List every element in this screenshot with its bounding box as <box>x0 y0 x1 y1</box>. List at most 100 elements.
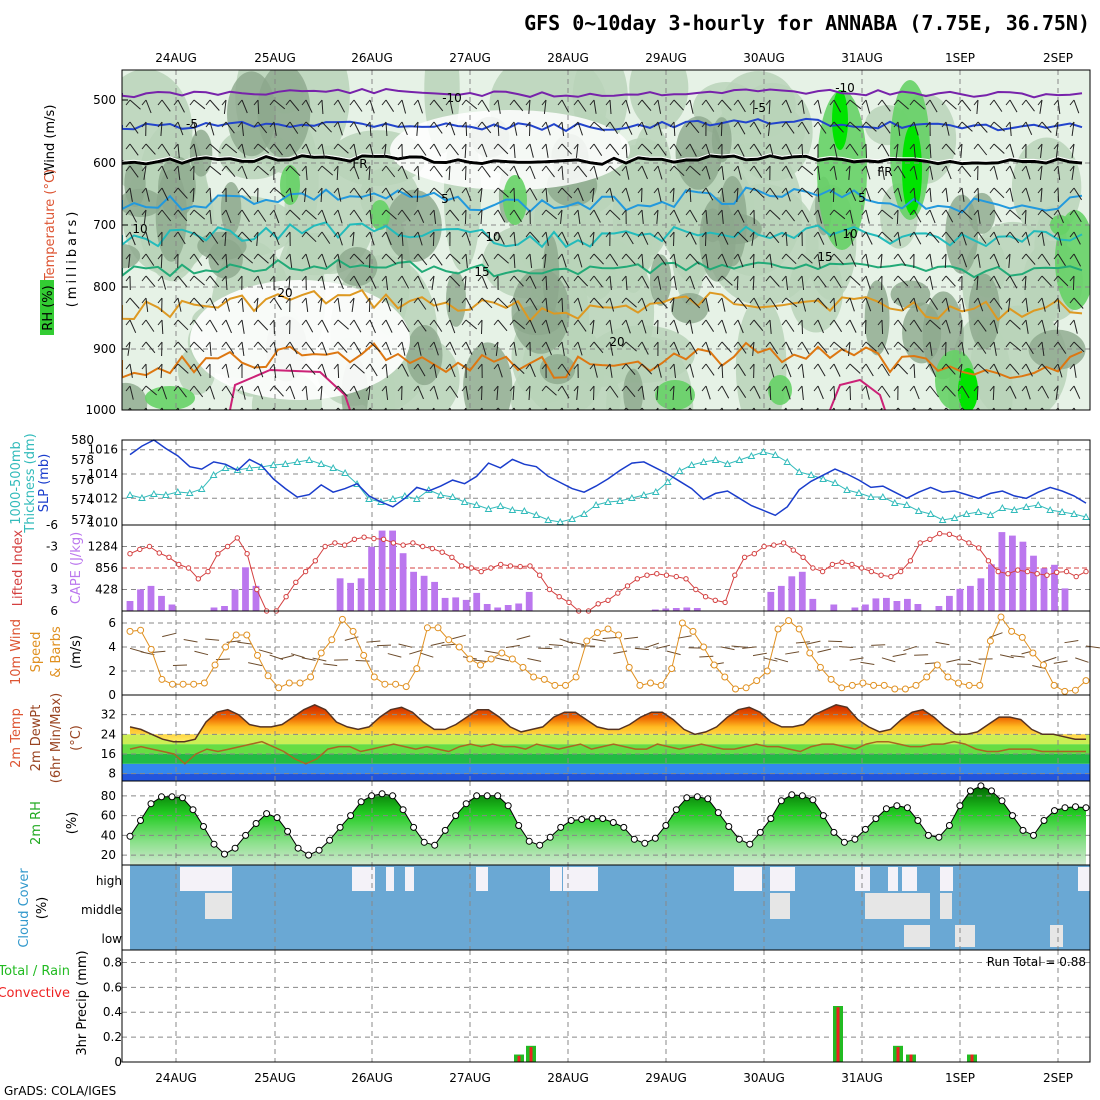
wind-barb <box>177 363 189 374</box>
rh-line-point <box>578 816 586 823</box>
wind-barb <box>352 231 355 246</box>
wind-barb-flag <box>173 385 179 392</box>
wind-barb-flag <box>685 341 691 348</box>
wind-barb-flag <box>509 385 515 392</box>
wind-barb-flag <box>413 319 419 326</box>
wind-barb-flag <box>989 297 995 304</box>
wind-speed-line-point <box>423 624 431 632</box>
wind-barb <box>1057 297 1061 312</box>
wind-barb <box>672 187 675 203</box>
wind-barb <box>672 385 675 401</box>
wind-barb <box>337 99 346 113</box>
wind-barb-flag <box>1037 319 1043 326</box>
wind-barb-flag <box>957 231 963 238</box>
thickness-line-point <box>341 468 349 476</box>
wind-barb-flag <box>157 187 163 194</box>
wind-barb-flag <box>813 187 819 194</box>
wind-barb-flag <box>765 319 771 326</box>
wind-barb <box>305 341 315 354</box>
wind-barb <box>1039 165 1043 180</box>
wind-barb <box>705 187 714 201</box>
wind-barb-flag <box>733 319 739 326</box>
wind-barb <box>320 187 323 203</box>
wind-barb <box>705 297 710 312</box>
rh-area <box>130 785 1086 865</box>
wind-barb-flag <box>237 187 243 194</box>
contour-label: FR <box>352 157 367 171</box>
wind-barb-flag <box>799 407 803 410</box>
wind-barb <box>785 363 792 378</box>
wind-barb <box>545 275 548 291</box>
lifted-index-line-point <box>517 563 523 570</box>
wind-barb <box>145 253 155 266</box>
cape-bar <box>988 564 995 611</box>
thickness-line-point <box>568 514 576 522</box>
wind-barb <box>145 385 158 396</box>
wind-barb <box>913 363 916 379</box>
rh-line-point <box>515 822 523 829</box>
wind-barb-flag <box>125 99 131 106</box>
wind-barb <box>385 297 392 312</box>
wind-barb-flag <box>1069 253 1075 260</box>
pressure-tick-1000: 1000 <box>85 403 116 417</box>
rh-line-point <box>420 838 428 846</box>
wind-speed-line-point <box>732 685 739 693</box>
wind-barb <box>849 275 861 286</box>
wind-barb <box>817 341 828 354</box>
wind-barb-flag <box>333 231 339 238</box>
cape-bar <box>242 567 249 611</box>
wind-barb <box>737 319 744 334</box>
wind-barb <box>273 143 283 156</box>
wind-barb <box>433 363 437 378</box>
wind-barb-flag <box>893 297 899 304</box>
wind-barb-flag <box>701 253 707 260</box>
wind-barb <box>321 275 326 290</box>
wind-barb-flag <box>381 99 387 106</box>
wind-barb <box>561 143 572 155</box>
wind-barb <box>1025 231 1031 246</box>
rh-line-point <box>494 792 502 800</box>
surface-wind-barb <box>946 658 961 663</box>
wind-barb-flag <box>125 231 131 238</box>
wind-barb <box>801 341 810 355</box>
wind-barb-flag <box>685 165 691 172</box>
lifted-index-line-point <box>732 572 738 578</box>
wind-barb-flag <box>845 209 851 216</box>
wind-speed-line-point <box>955 679 962 687</box>
cloud-high-patch <box>888 867 898 891</box>
temp-label-ylabel_a: 2m Temp <box>9 708 24 768</box>
wind-barb-flag <box>349 275 355 282</box>
wind-barb-flag <box>813 385 819 392</box>
wind-barb <box>336 165 339 181</box>
wind-barb <box>337 363 340 379</box>
wind-barb <box>513 363 525 374</box>
wind-barb-flag <box>173 363 179 370</box>
wind-barb-flag <box>845 319 851 326</box>
wind-barb-flag <box>335 407 339 410</box>
wind-barb <box>833 253 844 265</box>
wind-barb-flag <box>173 253 179 260</box>
surface-wind-barb <box>677 635 692 639</box>
wind-barb-flag <box>685 187 691 194</box>
wind-barb-flag <box>141 231 147 238</box>
surface-wind-barb <box>785 651 800 655</box>
wind-barb <box>417 165 420 181</box>
thickness-line-point <box>926 509 935 517</box>
wind-barb <box>465 187 472 202</box>
surface-wind-barb <box>258 649 273 655</box>
wind-barb-flag <box>445 363 451 370</box>
precip-convective-bar <box>517 1055 521 1062</box>
wind-barb-flag <box>703 407 707 410</box>
lifted-index-line-point <box>751 551 757 557</box>
wind-barb-flag <box>733 209 739 216</box>
wind-barb-flag <box>605 99 611 106</box>
wind-barb-flag <box>191 407 195 410</box>
lifted-index-line-point <box>429 545 436 552</box>
wind-barb-flag <box>605 231 611 238</box>
wind-barb <box>289 99 300 112</box>
thickness-line-point <box>436 490 445 498</box>
wind-barb <box>785 187 791 202</box>
wind-barb <box>913 297 918 312</box>
wind-barb-flag <box>861 341 867 348</box>
wind-barb <box>545 187 548 202</box>
